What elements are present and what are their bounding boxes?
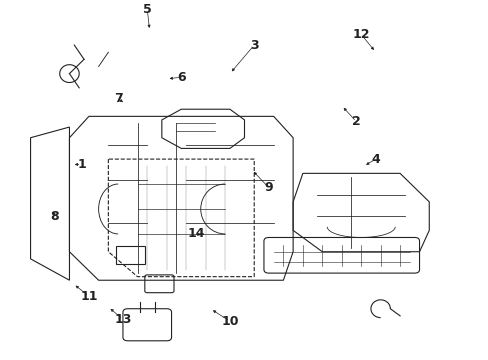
Text: 7: 7 [114,92,122,105]
Text: 14: 14 [187,228,204,240]
Text: 8: 8 [50,210,59,222]
Text: 13: 13 [114,313,131,326]
Text: 1: 1 [77,158,86,171]
Text: 11: 11 [80,290,98,303]
Text: 10: 10 [221,315,238,328]
Text: 5: 5 [142,3,151,16]
Text: 9: 9 [264,181,273,194]
Text: 12: 12 [352,28,369,41]
Text: 2: 2 [351,115,360,128]
Text: 3: 3 [249,39,258,51]
Text: 4: 4 [371,153,379,166]
Text: 6: 6 [177,71,185,84]
